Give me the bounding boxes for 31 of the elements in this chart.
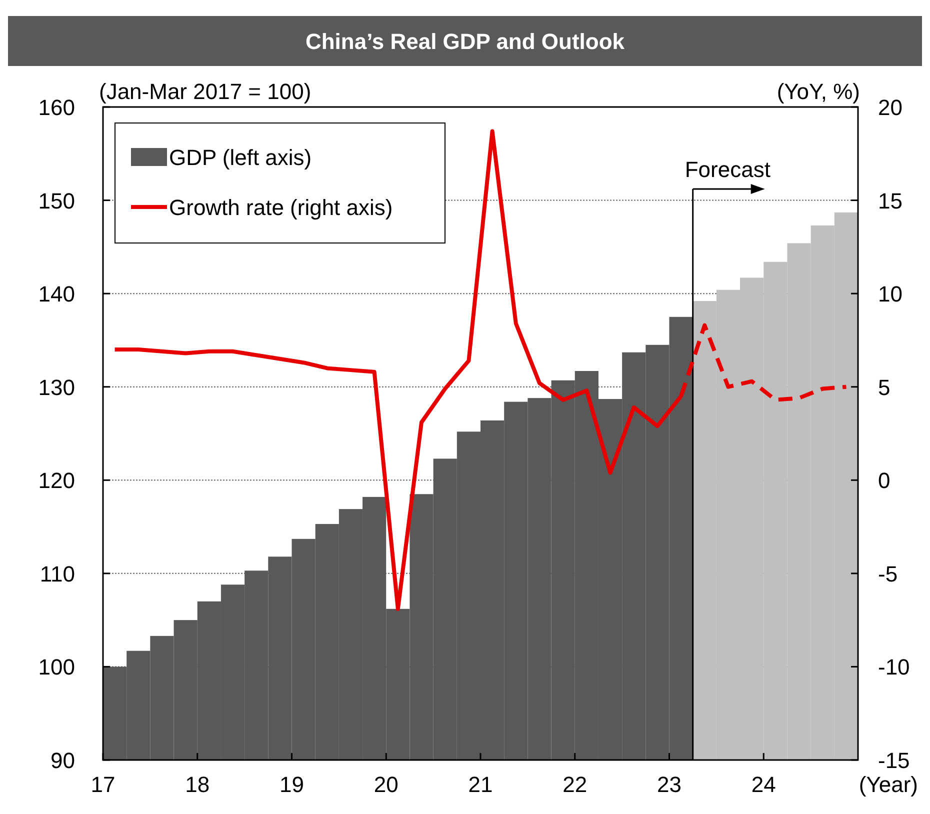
x-tick-label: 24 bbox=[751, 772, 776, 797]
y-axis-title: (Jan-Mar 2017 = 100) bbox=[99, 79, 312, 104]
y-tick-label: 110 bbox=[40, 561, 75, 586]
x-tick-label: 17 bbox=[90, 772, 116, 797]
x-tick-label: 22 bbox=[562, 772, 588, 797]
x-tick-label: 21 bbox=[468, 772, 493, 797]
y-tick-label: 90 bbox=[50, 748, 75, 773]
y2-tick-label: -15 bbox=[878, 748, 910, 773]
y2-tick-label: -5 bbox=[878, 561, 898, 586]
chart-title: China’s Real GDP and Outlook bbox=[305, 29, 626, 54]
y2-tick-label: 15 bbox=[878, 188, 902, 214]
y2-axis-title: (YoY, %) bbox=[776, 79, 860, 104]
x-tick-label: 18 bbox=[185, 772, 210, 797]
y-tick-label: 150 bbox=[38, 188, 75, 214]
y-tick-label: 130 bbox=[38, 374, 75, 400]
x-tick-label: 20 bbox=[374, 772, 398, 797]
x-tick-label: 23 bbox=[657, 772, 682, 797]
y2-tick-label: 5 bbox=[878, 374, 890, 400]
y-tick-label: 140 bbox=[38, 282, 75, 307]
legend-label: Growth rate (right axis) bbox=[169, 195, 393, 220]
y2-tick-label: -10 bbox=[878, 654, 910, 680]
y2-tick-label: 20 bbox=[878, 95, 902, 120]
x-axis-title: (Year) bbox=[858, 772, 918, 797]
legend-label: GDP (left axis) bbox=[169, 145, 312, 170]
x-tick-label: 19 bbox=[280, 772, 304, 797]
y-tick-label: 120 bbox=[38, 468, 75, 494]
y2-tick-label: 10 bbox=[878, 282, 902, 307]
y2-tick-label: 0 bbox=[878, 468, 890, 494]
y-tick-label: 100 bbox=[38, 654, 75, 680]
ref-line-label: Forecast bbox=[684, 157, 770, 182]
y-tick-label: 160 bbox=[38, 95, 75, 120]
